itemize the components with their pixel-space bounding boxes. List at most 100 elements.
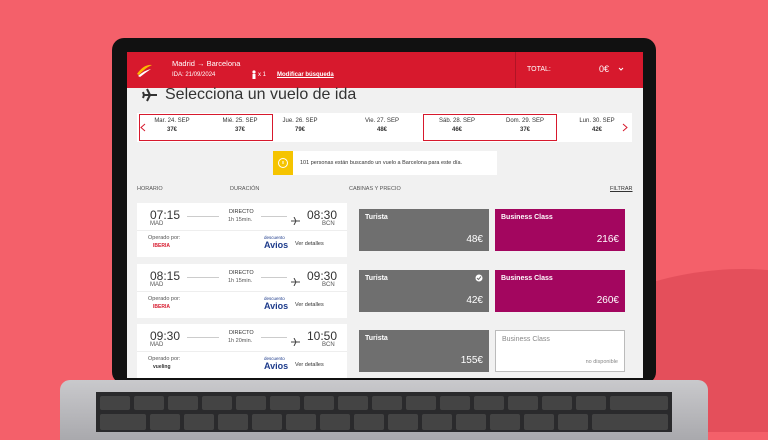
- flight-date: IDA: 21/09/2024: [172, 72, 216, 78]
- duration: 1h 15min.: [228, 277, 253, 284]
- cabin-name: Turista: [365, 214, 388, 221]
- departure-code: MAD: [150, 342, 164, 348]
- cabin-price: 42€: [466, 294, 483, 306]
- cabin-price: 260€: [596, 294, 619, 306]
- duration: 1h 15min.: [228, 217, 253, 223]
- separator: [137, 351, 347, 352]
- keyboard: [96, 392, 672, 432]
- date-option[interactable]: Mar. 24. SEP 37€: [138, 113, 206, 141]
- date-price: 42€: [591, 127, 602, 133]
- cabin-price: 155€: [460, 355, 483, 366]
- separator: [137, 290, 347, 292]
- arrival-code: BCN: [322, 221, 335, 227]
- flight-info: 07:15 MAD DIRECTO 1h 15min. 08:30 BCN Operado …: [137, 203, 347, 257]
- total: 0€: [599, 64, 610, 74]
- date-price: 37€: [234, 127, 245, 133]
- flight-info: 09:30 MAD DIRECTO 1h 20min. 10:50 BCN Operado …: [137, 324, 347, 378]
- selected-range: [423, 114, 557, 141]
- modify-search[interactable]: Modificar búsqueda: [277, 72, 334, 78]
- cabin-name: Business Class: [501, 214, 553, 221]
- cabin-price: no disponible: [585, 359, 618, 365]
- loyalty: Avios: [264, 240, 289, 250]
- details-link[interactable]: Ver detalles: [295, 241, 324, 247]
- cabin-option[interactable]: Business Class 216€: [495, 209, 625, 251]
- iberia-logo: [137, 64, 152, 77]
- loyalty: Avios: [264, 300, 289, 311]
- arrival-time: 08:30: [307, 208, 338, 222]
- date-option[interactable]: Lun. 30. SEP 42€: [563, 113, 631, 141]
- column-header: CABINAS Y PRECIO: [349, 186, 401, 192]
- date-price: 79€: [294, 127, 305, 133]
- timeline: [261, 216, 287, 217]
- next-arrow[interactable]: [622, 123, 628, 132]
- details-link[interactable]: Ver detalles: [295, 362, 324, 368]
- flight-row: 09:30 MAD DIRECTO 1h 20min. 10:50 BCN Operado …: [137, 324, 632, 378]
- column-header: DURACIÓN: [230, 186, 260, 192]
- arrival-time: 09:30: [307, 268, 338, 283]
- passengers: x 1: [258, 72, 267, 78]
- timeline: [187, 216, 219, 217]
- date-option[interactable]: Jue. 26. SEP 79€: [266, 113, 334, 141]
- filter[interactable]: FILTRAR: [610, 186, 633, 192]
- notice: 101 personas están buscando un vuelo a B…: [293, 151, 497, 175]
- cabin-name: Business Class: [502, 336, 550, 343]
- departure-time: 08:15: [150, 268, 181, 283]
- date-option[interactable]: Dom. 29. SEP 37€: [491, 113, 559, 141]
- cabin-option[interactable]: Turista 48€: [359, 209, 489, 251]
- cabin-name: Business Class: [501, 274, 553, 282]
- date-option[interactable]: Mié. 25. SEP 37€: [206, 113, 274, 141]
- cabin-price: 216€: [596, 234, 619, 245]
- cabin-name: Turista: [365, 335, 388, 342]
- plane-icon: [142, 88, 157, 102]
- cabin-price: 48€: [466, 234, 483, 245]
- chevron[interactable]: [618, 67, 624, 72]
- notice-icon-box: [273, 151, 293, 175]
- cabin-option[interactable]: Business Class 260€: [495, 269, 625, 312]
- cabin-option[interactable]: Business Class no disponible: [495, 330, 625, 372]
- cabin-option[interactable]: Turista 155€: [359, 330, 489, 372]
- date-price: 37€: [519, 127, 530, 133]
- timeline: [187, 276, 219, 278]
- flight-row: 07:15 MAD DIRECTO 1h 15min. 08:30 BCN Operado …: [137, 203, 632, 257]
- screen: Madrid → Barcelona IDA: 21/09/2024 x 1 M…: [127, 52, 643, 378]
- date-option[interactable]: Vie. 27. SEP 48€: [348, 113, 416, 141]
- airline: vueling: [153, 364, 171, 370]
- timeline: [261, 276, 287, 278]
- passenger-icon: [252, 70, 256, 79]
- arrival-code: BCN: [322, 281, 335, 288]
- date-option[interactable]: Sáb. 28. SEP 46€: [423, 113, 491, 141]
- plane-icon: [291, 212, 300, 230]
- prev-arrow[interactable]: [140, 123, 146, 132]
- date-price: 37€: [166, 127, 177, 133]
- operated-by: Operado por:: [148, 295, 181, 302]
- stops: DIRECTO: [229, 330, 254, 336]
- plane-icon: [291, 333, 300, 351]
- date-day: Mar. 24. SEP: [154, 118, 190, 124]
- date-price: 46€: [451, 127, 462, 133]
- airline: IBERIA: [153, 303, 170, 310]
- loyalty-top: descuento: [264, 235, 285, 240]
- divider: [515, 52, 516, 88]
- timeline: [187, 337, 219, 338]
- loyalty-top: descuento: [264, 295, 285, 301]
- departure-time: 07:15: [150, 208, 181, 222]
- loyalty-top: descuento: [264, 356, 285, 361]
- flight-row: 08:15 MAD DIRECTO 1h 15min. 09:30 BCN Operado …: [137, 263, 632, 318]
- details-link[interactable]: Ver detalles: [295, 301, 324, 308]
- airline: IBERIA: [153, 243, 170, 249]
- total-label: TOTAL:: [527, 66, 551, 73]
- cabin-name: Turista: [365, 274, 388, 282]
- date-day: Jue. 26. SEP: [282, 118, 318, 124]
- stops: DIRECTO: [229, 209, 254, 215]
- cabin-option[interactable]: Turista 42€: [359, 269, 489, 312]
- date-day: Sáb. 28. SEP: [438, 118, 476, 124]
- check-icon: [475, 274, 483, 284]
- timeline: [261, 337, 287, 338]
- header: Madrid → Barcelona IDA: 21/09/2024 x 1 M…: [127, 52, 643, 88]
- departure-code: MAD: [150, 221, 164, 227]
- arrival-code: BCN: [322, 342, 335, 348]
- page-title: Selecciona un vuelo de ida: [165, 86, 357, 103]
- plane-icon: [291, 273, 300, 291]
- operated-by: Operado por:: [148, 356, 181, 362]
